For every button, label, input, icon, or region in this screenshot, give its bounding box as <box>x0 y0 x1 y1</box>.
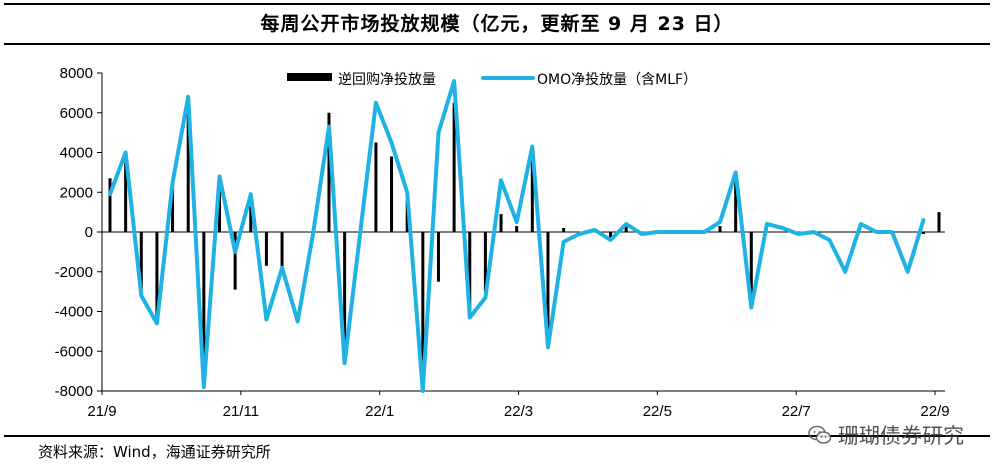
bar <box>483 232 487 292</box>
bar <box>390 156 394 232</box>
y-tick-label: 6000 <box>60 105 93 122</box>
y-tick-label: 2000 <box>60 184 93 201</box>
bar <box>421 232 425 370</box>
bar <box>734 176 738 232</box>
y-tick-label: -4000 <box>55 304 93 321</box>
x-tick-label: 22/5 <box>643 403 672 420</box>
bar <box>124 162 128 232</box>
top-rule <box>4 3 990 5</box>
bar <box>186 100 190 232</box>
x-tick-label: 21/9 <box>87 403 116 420</box>
bar <box>202 232 206 376</box>
bar <box>436 232 440 282</box>
y-tick-label: 0 <box>85 224 93 241</box>
bar <box>343 232 347 348</box>
omo-line <box>108 79 926 393</box>
bar <box>217 190 221 232</box>
bar <box>233 232 237 290</box>
bar <box>327 112 331 232</box>
bar-series <box>108 100 941 376</box>
x-tick-label: 21/11 <box>223 403 259 420</box>
bar <box>108 178 112 232</box>
source-note: 资料来源：Wind，海通证券研究所 <box>38 443 271 461</box>
x-tick-label: 22/7 <box>782 403 811 420</box>
y-tick-label: -6000 <box>55 343 93 360</box>
wechat-icon <box>808 425 832 444</box>
bar <box>452 102 456 232</box>
bar <box>937 212 941 232</box>
title-rule <box>4 43 990 45</box>
line-series <box>108 79 926 393</box>
y-tick-label: -8000 <box>55 383 93 400</box>
y-tick-label: 8000 <box>60 65 93 82</box>
bar <box>374 142 378 232</box>
bar <box>171 182 175 232</box>
legend: 逆回购净投放量 OMO净投放量（含MLF） <box>287 72 697 88</box>
x-tick-label: 22/3 <box>504 403 533 420</box>
bar <box>609 232 613 238</box>
bar <box>718 226 722 232</box>
x-tick-label: 22/9 <box>920 403 949 420</box>
x-tick-label: 22/1 <box>365 403 394 420</box>
bar <box>468 232 472 316</box>
watermark-text: 珊瑚债券研究 <box>838 424 964 448</box>
bar <box>249 206 253 232</box>
bar <box>515 226 519 232</box>
bar <box>749 232 753 304</box>
legend-bar-swatch <box>287 73 332 81</box>
bar <box>546 232 550 342</box>
bar <box>280 232 284 268</box>
bottom-rule <box>4 435 990 437</box>
y-tick-label: -2000 <box>55 264 93 281</box>
bar <box>264 232 268 266</box>
y-tick-label: 4000 <box>60 145 93 162</box>
bar <box>139 232 143 290</box>
bar <box>499 214 503 232</box>
bar <box>562 228 566 232</box>
bar <box>155 232 159 320</box>
bar <box>624 226 628 232</box>
bar <box>530 152 534 232</box>
legend-line-label: OMO净投放量（含MLF） <box>537 72 697 88</box>
watermark: 珊瑚债券研究 <box>808 420 964 450</box>
legend-bar-label: 逆回购净投放量 <box>338 72 436 88</box>
chart-title: 每周公开市场投放规模（亿元，更新至 9 月 23 日） <box>260 13 734 35</box>
bar <box>921 232 925 234</box>
